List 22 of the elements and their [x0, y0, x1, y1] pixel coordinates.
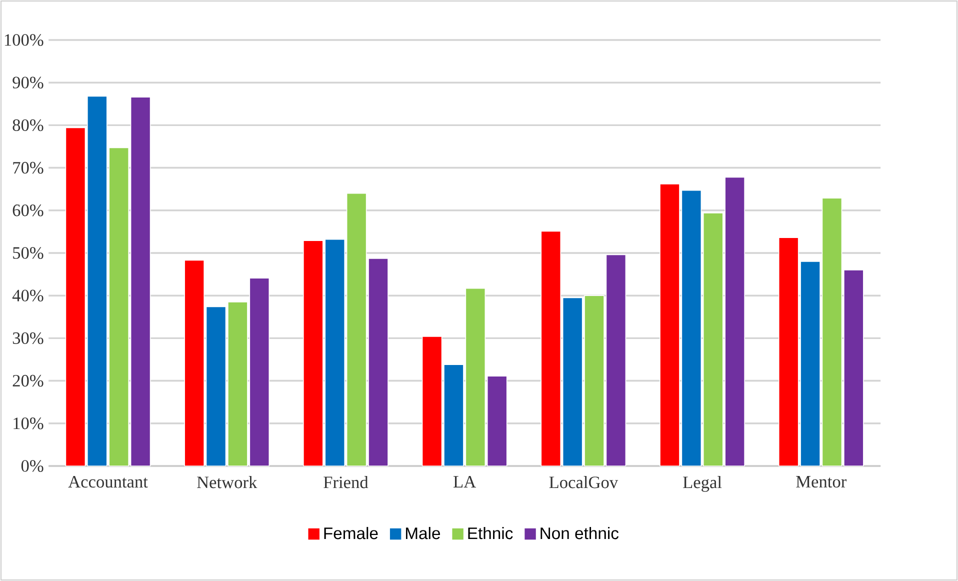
y-tick-label: 20%	[12, 374, 44, 387]
x-tick-label: Mentor	[796, 476, 847, 488]
x-tick-label: LA	[454, 476, 476, 488]
y-tick-label: 60%	[12, 204, 44, 216]
x-tick-label: Friend	[324, 476, 368, 488]
y-tick-label: 10%	[14, 418, 44, 430]
legend-label: Non ethnic	[540, 526, 619, 540]
x-tick-label: Legal	[683, 476, 722, 492]
y-tick-label: 30%	[12, 332, 44, 344]
x-tick-label: Network	[197, 476, 258, 488]
y-tick-label: 90%	[12, 76, 44, 88]
x-tick-label: LocalGov	[549, 476, 618, 488]
y-tick-label: 50%	[13, 247, 44, 259]
legend-label: Female	[324, 526, 378, 540]
y-tick-label: 100%	[4, 34, 44, 46]
legend-label: Ethnic	[468, 526, 513, 540]
legend-label: Male	[406, 526, 440, 540]
y-tick-label: 0%	[21, 460, 44, 472]
y-tick-label: 80%	[12, 119, 44, 132]
y-tick-label: 40%	[12, 290, 44, 302]
x-tick-label: Accountant	[68, 476, 148, 488]
y-tick-label: 70%	[13, 162, 44, 174]
